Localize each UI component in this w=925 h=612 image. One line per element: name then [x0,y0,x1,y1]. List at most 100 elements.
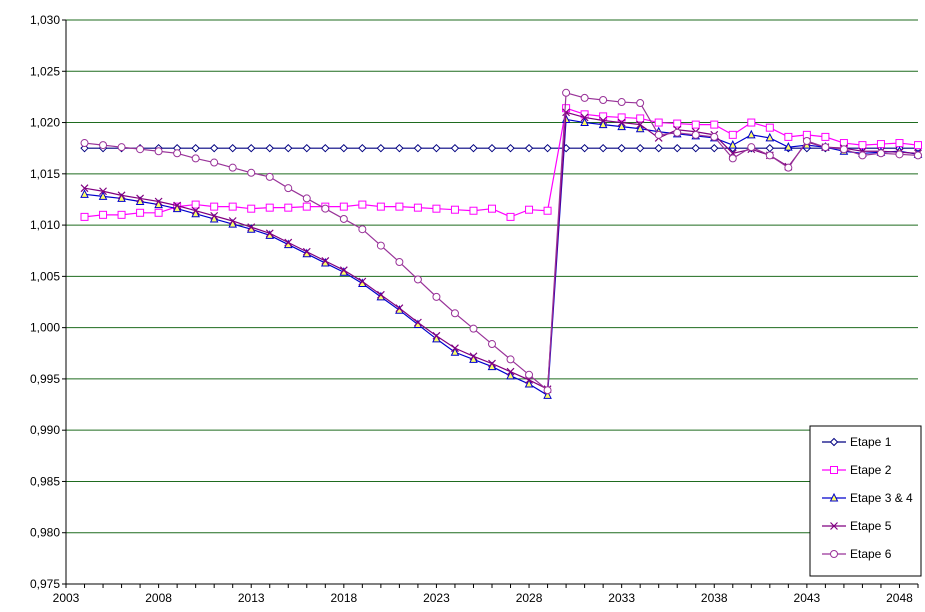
data-point [728,130,737,139]
data-point [376,290,385,299]
legend-box [809,425,922,577]
data-point [469,206,478,215]
data-point [228,163,237,172]
legend-marker [830,522,838,530]
legend-item: Etape 2 [822,463,892,477]
data-point [635,143,645,153]
legend-item: Etape 5 [822,519,892,533]
data-point [710,120,719,129]
data-point [265,229,274,238]
legend: Etape 1 Etape 2 Etape 3 & 4 Etape 5 Etape 6 [809,425,922,577]
data-point [525,370,534,379]
data-point [209,143,219,153]
data-point [914,141,922,150]
data-point [450,347,460,356]
data-point [99,210,108,219]
data-point [432,204,441,213]
data-point [117,210,126,219]
data-point [451,344,459,353]
data-point [839,145,848,154]
data-point [487,143,497,153]
data-point [469,352,478,361]
data-point [562,108,571,117]
legend-label: Etape 6 [850,547,892,561]
data-point [821,132,830,141]
data-point [691,143,700,153]
data-point [302,143,311,153]
x-tick-label: 2013 [238,591,265,605]
data-point [450,205,459,214]
data-point [728,139,738,149]
data-point [98,191,108,200]
data-point [80,139,89,148]
y-tick-label: 1,020 [30,116,60,130]
y-tick-label: 0,975 [30,577,60,591]
data-point [210,158,219,167]
data-point [636,120,645,129]
data-point [747,143,756,152]
data-point [617,113,626,122]
data-point [802,137,811,146]
legend-label: Etape 3 & 4 [850,491,913,505]
data-point [524,378,534,388]
x-axis-tick-labels: 2003 2008 2013 2018 2023 2028 2033 2038 2043 2048 [53,591,913,605]
data-point [710,143,719,153]
data-point [728,154,737,163]
data-point [265,203,274,212]
data-point [543,390,552,399]
data-point [506,370,515,380]
data-point [228,217,237,225]
data-point [450,143,460,153]
data-point [210,211,219,220]
data-point [173,201,182,210]
x-tick-label: 2038 [701,591,728,605]
data-point [765,123,774,132]
x-tick-label: 2018 [330,591,357,605]
y-tick-label: 0,980 [30,526,60,540]
series-5 [80,88,922,395]
data-point [395,143,404,153]
data-point [562,88,571,97]
legend-item: Etape 1 [822,435,892,449]
data-point [580,143,589,153]
data-point [228,143,237,153]
series-line [84,107,919,218]
data-point [321,204,330,213]
data-point [210,202,219,211]
y-tick-label: 1,030 [30,13,60,27]
data-point [247,143,256,153]
data-point [136,208,145,217]
data-point [265,143,274,153]
data-point [321,257,330,265]
data-point [339,202,348,211]
data-point [432,292,441,301]
data-point [191,200,200,209]
x-tick-label: 2043 [794,591,821,605]
data-point [413,318,422,327]
data-point [617,118,626,127]
data-point [598,143,608,153]
data-point [469,143,478,153]
data-point [154,197,163,206]
data-point [395,304,404,313]
data-point [895,139,904,148]
data-point [506,143,515,153]
data-point [413,275,422,284]
data-point [580,117,589,127]
data-point [432,143,441,153]
data-point [617,121,626,131]
y-tick-label: 1,015 [30,167,60,181]
series-1 [80,143,923,153]
legend-marker [830,466,838,474]
data-point [876,140,885,149]
data-point [173,149,182,158]
data-point [691,120,700,129]
data-point [284,184,293,193]
data-point [914,151,922,160]
data-point [339,266,348,275]
data-point [691,130,700,139]
gridlines [66,19,918,534]
data-point [673,143,682,153]
data-point [710,132,719,141]
